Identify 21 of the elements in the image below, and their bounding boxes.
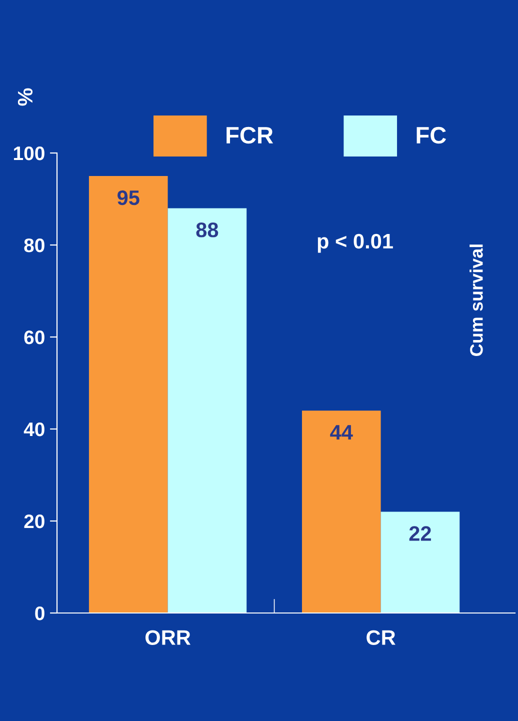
data-label: 22: [409, 526, 431, 541]
bar: [88, 176, 168, 613]
legend-label: FC: [416, 126, 446, 144]
y-tick-label: 40: [24, 422, 44, 436]
annotation: Cum survival: [470, 244, 483, 356]
data-label: 88: [196, 222, 218, 238]
y-axis-title: %: [18, 88, 33, 106]
bar: [380, 512, 460, 613]
y-tick-label: 100: [14, 146, 44, 160]
x-tick-label: CR: [366, 630, 396, 645]
legend-label: FCR: [226, 126, 274, 144]
bar: [168, 208, 247, 613]
x-tick-label: ORR: [145, 630, 190, 645]
y-tick-label: 0: [35, 606, 44, 620]
data-label: 44: [330, 425, 353, 440]
bar: [302, 410, 381, 613]
data-label: 95: [118, 190, 140, 206]
y-tick-label: 20: [24, 514, 44, 528]
y-tick-label: 60: [24, 330, 44, 344]
y-tick-label: 80: [24, 238, 44, 252]
annotation: p < 0.01: [318, 234, 393, 253]
